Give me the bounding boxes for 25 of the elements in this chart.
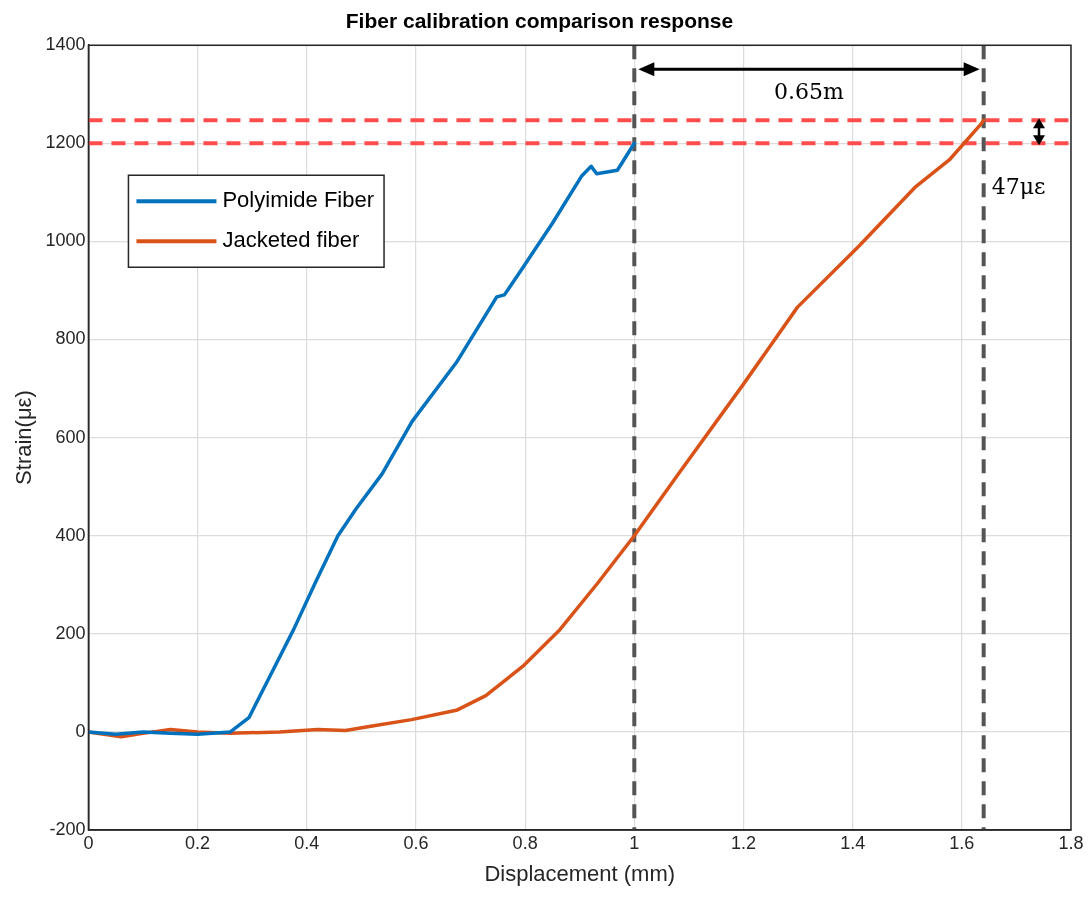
y-tick-label: -200: [49, 818, 86, 839]
x-tick-label: 1.4: [840, 832, 866, 853]
y-tick-label: 1200: [45, 132, 86, 153]
annotation: 0.65m: [774, 78, 845, 104]
x-tick-label: 0.8: [512, 832, 538, 853]
y-tick-label: 800: [55, 328, 86, 349]
x-tick-label: 1.2: [730, 832, 756, 853]
y-axis-title: Strain(με): [11, 390, 37, 485]
x-tick-label: 0.6: [403, 832, 429, 853]
y-tick-label: 600: [55, 426, 86, 447]
x-tick-label: 1: [629, 832, 640, 853]
x-tick-label: 0.2: [185, 832, 211, 853]
x-tick-label: 1.6: [949, 832, 975, 853]
y-tick-label: 200: [55, 622, 86, 643]
y-tick-label: 0: [75, 720, 86, 741]
y-tick-label: 400: [55, 524, 86, 545]
legend-label: Jacketed fiber: [222, 227, 360, 253]
x-axis-title: Displacement (mm): [484, 860, 676, 886]
chart-title: Fiber calibration comparison response: [345, 9, 734, 33]
y-tick-label: 1400: [45, 34, 86, 55]
annotation: 47με: [991, 174, 1046, 200]
x-tick-label: 1.8: [1058, 832, 1084, 853]
legend-label: Polyimide Fiber: [222, 187, 375, 213]
y-tick-label: 1000: [45, 230, 86, 251]
x-tick-label: 0.4: [294, 832, 320, 853]
